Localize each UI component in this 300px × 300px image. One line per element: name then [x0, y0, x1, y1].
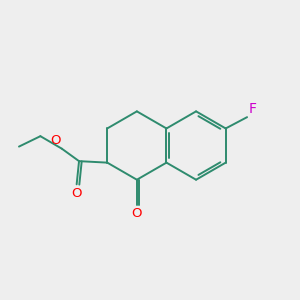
Text: O: O	[50, 134, 61, 147]
Text: F: F	[248, 102, 256, 116]
Text: O: O	[132, 207, 142, 220]
Text: O: O	[71, 187, 82, 200]
